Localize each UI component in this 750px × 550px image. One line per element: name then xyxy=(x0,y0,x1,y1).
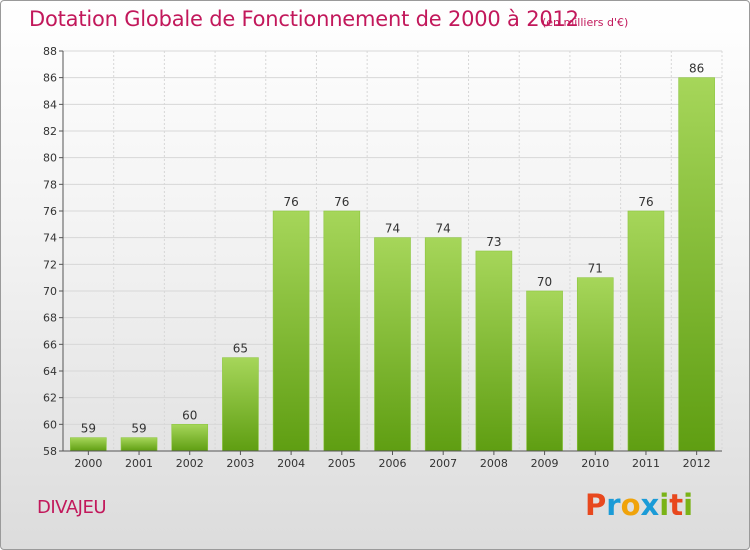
brand-letter: t xyxy=(669,488,684,522)
data-label: 76 xyxy=(638,195,653,209)
x-tick-label: 2000 xyxy=(74,457,102,470)
chart-unit: (en milliers d'€) xyxy=(542,16,629,29)
y-tick-label: 80 xyxy=(43,152,57,165)
bar-2009 xyxy=(526,290,563,452)
y-tick-label: 84 xyxy=(43,98,57,111)
data-label: 76 xyxy=(334,195,349,209)
y-tick-label: 82 xyxy=(43,125,57,138)
data-label: 65 xyxy=(233,342,248,356)
bar-2004 xyxy=(272,210,310,452)
x-tick-label: 2011 xyxy=(632,457,660,470)
bar-2012 xyxy=(678,77,715,452)
data-label: 59 xyxy=(81,422,96,436)
y-tick-label: 66 xyxy=(43,338,57,351)
axes xyxy=(59,50,722,455)
y-tick-label: 64 xyxy=(43,365,57,378)
bar-2010 xyxy=(576,277,614,452)
x-tick-label: 2006 xyxy=(379,457,407,470)
bar-2000 xyxy=(70,437,107,452)
data-label: 59 xyxy=(131,422,146,436)
bars xyxy=(70,77,715,452)
x-tick-label: 2012 xyxy=(683,457,711,470)
x-tick-label: 2003 xyxy=(226,457,254,470)
bar-2008 xyxy=(475,250,513,452)
x-tick-label: 2004 xyxy=(277,457,305,470)
chart-title: Dotation Globale de Fonctionnement de 20… xyxy=(29,7,579,31)
brand-letter: x xyxy=(640,488,660,522)
x-tick-label: 2009 xyxy=(531,457,559,470)
brand-letter: i xyxy=(683,488,694,522)
bar-2005 xyxy=(323,210,361,452)
x-tick-label: 2008 xyxy=(480,457,508,470)
y-tick-label: 62 xyxy=(43,392,57,405)
x-tick-label: 2010 xyxy=(581,457,609,470)
bar-2001 xyxy=(120,437,158,452)
x-tick-label: 2001 xyxy=(125,457,153,470)
data-label: 74 xyxy=(385,222,400,236)
data-label: 73 xyxy=(486,235,501,249)
brand-letter: i xyxy=(659,488,670,522)
data-label: 71 xyxy=(588,262,603,276)
bar-2011 xyxy=(627,210,665,452)
bar-2002 xyxy=(171,424,209,452)
bar-2006 xyxy=(374,237,411,452)
bar-2003 xyxy=(222,357,259,452)
y-tick-label: 78 xyxy=(43,178,57,191)
y-tick-label: 68 xyxy=(43,312,57,325)
brand-letter: r xyxy=(606,488,621,522)
data-label: 86 xyxy=(689,62,704,76)
y-tick-label: 72 xyxy=(43,258,57,271)
y-tick-label: 76 xyxy=(43,205,57,218)
data-label: 76 xyxy=(283,195,298,209)
commune-name: DIVAJEU xyxy=(37,497,107,518)
y-tick-label: 74 xyxy=(43,232,57,245)
brand-letter: P xyxy=(585,488,607,522)
y-tick-label: 70 xyxy=(43,285,57,298)
y-tick-label: 60 xyxy=(43,418,57,431)
bar-2007 xyxy=(424,237,462,452)
x-tick-label: 2002 xyxy=(176,457,204,470)
y-tick-label: 86 xyxy=(43,72,57,85)
y-tick-label: 58 xyxy=(43,445,57,458)
brand-letter: o xyxy=(620,488,641,522)
y-tick-label: 88 xyxy=(43,45,57,58)
data-label: 74 xyxy=(436,222,451,236)
x-tick-label: 2005 xyxy=(328,457,356,470)
data-label: 60 xyxy=(182,408,197,422)
x-tick-label: 2007 xyxy=(429,457,457,470)
data-label: 70 xyxy=(537,275,552,289)
proxiti-logo: Proxiti xyxy=(585,488,693,522)
labels: 58 60 62 64 66 68 70 72 74 76 78 80 82 84 86 88 59 2000 59… xyxy=(43,45,711,470)
